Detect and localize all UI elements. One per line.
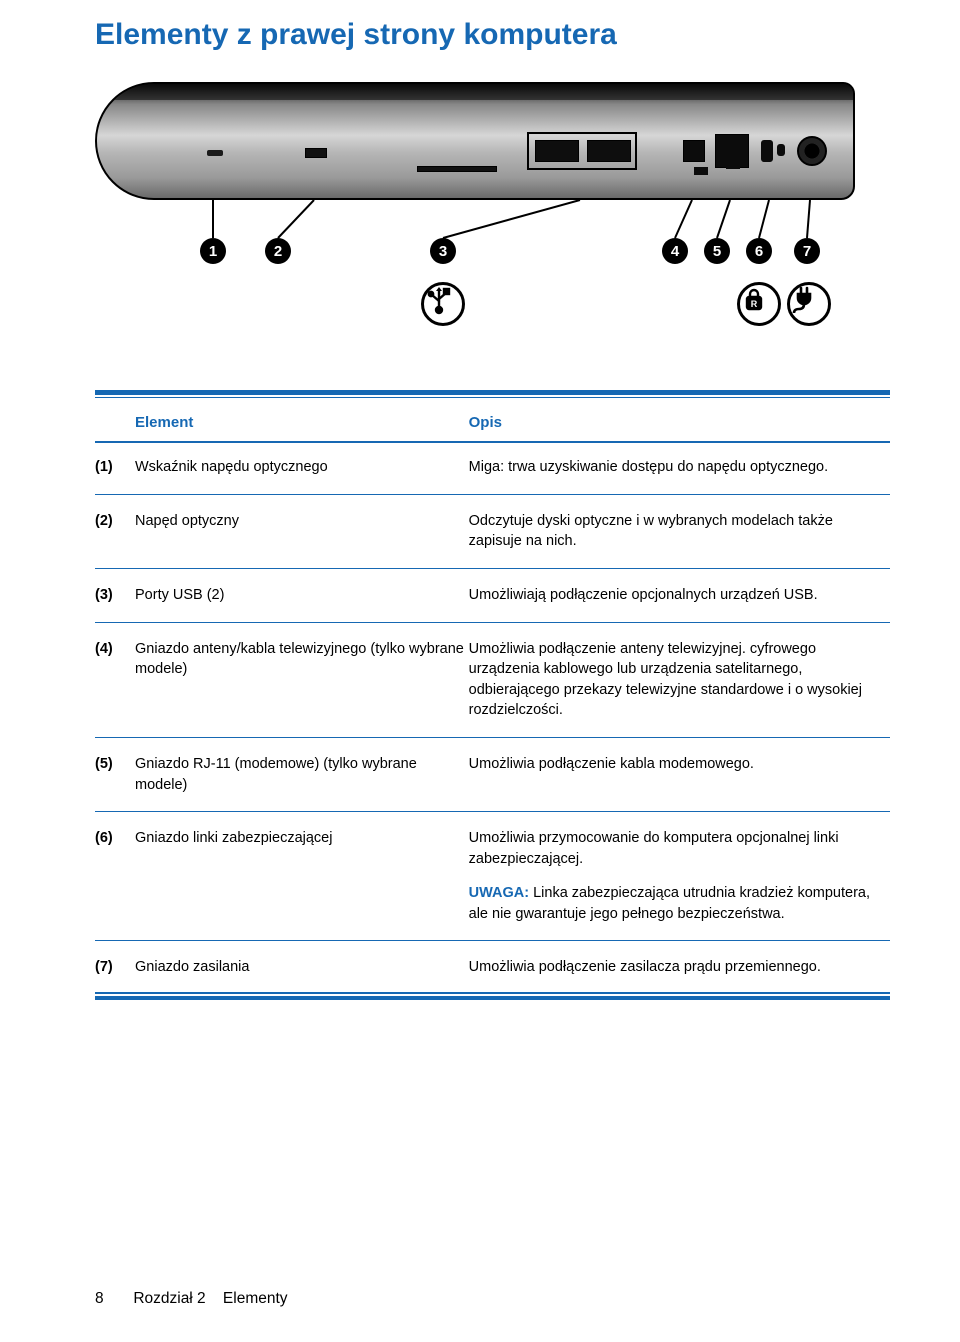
table-head-opis: Opis [469,414,502,431]
row-desc: Umożliwia przymocowanie do komputera opc… [469,828,890,869]
table-rule [95,568,890,569]
note-label: UWAGA: [469,885,529,901]
callout-lines [95,200,855,350]
svg-text:R: R [751,299,758,309]
row-name: Gniazdo zasilania [135,957,249,978]
row-desc: Umożliwia podłączenie anteny telewizyjne… [469,639,890,721]
callout-badge-3: 3 [430,238,456,264]
table-rule-bottom-thin [95,992,890,994]
chapter-title: Elementy [223,1290,288,1307]
callout-badge-6: 6 [746,238,772,264]
row-num: (5) [95,754,135,795]
callout-area: 1 2 3 4 5 6 7 R [95,200,855,350]
row-num: (7) [95,957,135,978]
row-name: Wskaźnik napędu optycznego [135,457,328,478]
optical-drive-led [207,150,223,156]
row-desc: Miga: trwa uzyskiwanie dostępu do napędu… [469,457,890,478]
security-lock-slot [761,140,773,162]
row-name: Gniazdo RJ-11 (modemowe) (tylko wybrane … [135,754,469,795]
row-num: (3) [95,585,135,606]
usb-port-group [527,132,637,170]
laptop-side-body [95,82,855,200]
table-rule-top-thick [95,390,890,395]
table-rule-top-thin [95,397,890,398]
page-footer: 8 Rozdział 2 Elementy [95,1290,288,1308]
vent-slot [417,166,497,172]
row-desc: Odczytuje dyski optyczne i w wybranych m… [469,511,890,552]
security-lock-slot-2 [777,144,785,156]
power-plug-icon [787,282,831,326]
usb-icon [421,282,465,326]
table-row: (5)Gniazdo RJ-11 (modemowe) (tylko wybra… [95,754,890,795]
table-header-row: Element Opis [95,412,890,433]
usb-port-1 [535,140,579,162]
row-name: Porty USB (2) [135,585,224,606]
callout-badge-5: 5 [704,238,730,264]
callout-badge-1: 1 [200,238,226,264]
row-num: (1) [95,457,135,478]
table-head-element: Element [135,412,193,433]
chapter-label: Rozdział 2 [133,1290,205,1307]
callout-badge-2: 2 [265,238,291,264]
rj11-jack [715,134,749,168]
note-text: Linka zabezpieczająca utrudnia kradzież … [469,885,870,922]
power-jack [797,136,827,166]
tv-antenna-jack [683,140,705,162]
table-rule-bottom-thick [95,996,890,1000]
table-rule-head [95,441,890,443]
table-rule [95,940,890,941]
row-name: Napęd optyczny [135,511,239,552]
laptop-side-diagram: 1 2 3 4 5 6 7 R [95,82,855,350]
table-row: (1)Wskaźnik napędu optycznego Miga: trwa… [95,457,890,478]
row-desc: Umożliwiają podłączenie opcjonalnych urz… [469,585,890,606]
row-note: UWAGA: Linka zabezpieczająca utrudnia kr… [469,883,890,924]
table-rule [95,494,890,495]
lock-icon: R [737,282,781,326]
row-num: (4) [95,639,135,721]
table-row: (7)Gniazdo zasilania Umożliwia podłączen… [95,957,890,978]
row-name: Gniazdo linki zabezpieczającej [135,828,332,924]
page-number: 8 [95,1290,129,1308]
row-desc: Umożliwia podłączenie kabla modemowego. [469,754,890,795]
table-row: (2)Napęd optyczny Odczytuje dyski optycz… [95,511,890,552]
table-row: (3)Porty USB (2) Umożliwiają podłączenie… [95,585,890,606]
row-num: (6) [95,828,135,924]
table-rule [95,622,890,623]
callout-badge-7: 7 [794,238,820,264]
row-num: (2) [95,511,135,552]
page-title: Elementy z prawej strony komputera [95,18,890,52]
table-rule [95,811,890,812]
elements-table: Element Opis (1)Wskaźnik napędu optyczne… [95,390,890,1000]
table-row: (4)Gniazdo anteny/kabla telewizyjnego (t… [95,639,890,721]
callout-badge-4: 4 [662,238,688,264]
optical-drive-eject [305,148,327,158]
table-rule [95,737,890,738]
row-desc: Umożliwia podłączenie zasilacza prądu pr… [469,957,890,978]
usb-port-2 [587,140,631,162]
row-name: Gniazdo anteny/kabla telewizyjnego (tylk… [135,639,469,721]
table-row: (6)Gniazdo linki zabezpieczającej Umożli… [95,828,890,924]
